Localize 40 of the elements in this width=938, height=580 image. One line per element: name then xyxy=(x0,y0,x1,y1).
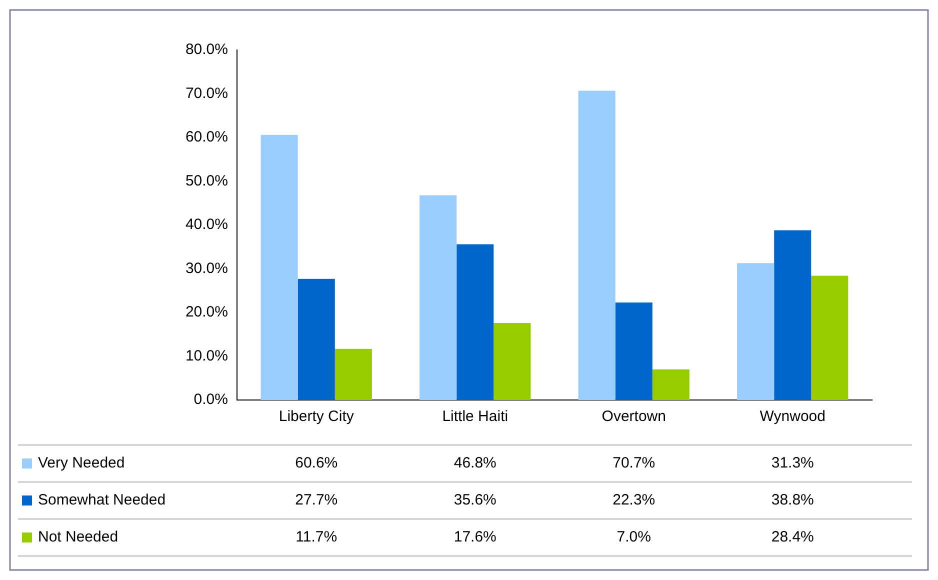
y-tick-label: 50.0% xyxy=(185,172,228,190)
data-label: 38.8% xyxy=(771,492,814,509)
bar xyxy=(737,263,774,400)
bar xyxy=(774,230,812,400)
bar xyxy=(298,278,335,400)
x-tick-label: Wynwood xyxy=(760,408,826,426)
legend-label: Not Needed xyxy=(38,528,118,546)
bar xyxy=(811,276,848,400)
data-label: 22.3% xyxy=(612,492,656,509)
data-label: 27.7% xyxy=(295,492,338,509)
data-label: 31.3% xyxy=(771,454,814,472)
y-tick-label: 40.0% xyxy=(185,216,228,234)
y-tick-label: 20.0% xyxy=(185,304,228,321)
y-tick-label: 10.0% xyxy=(185,347,228,364)
data-label: 28.4% xyxy=(771,528,814,546)
data-label: 35.6% xyxy=(454,492,496,509)
data-label: 7.0% xyxy=(616,528,651,546)
y-tick-label: 0.0% xyxy=(194,391,228,408)
bar xyxy=(615,302,652,400)
bar xyxy=(420,195,457,400)
bar xyxy=(494,323,531,400)
data-label: 60.6% xyxy=(295,454,338,472)
bar xyxy=(578,90,616,400)
bar xyxy=(456,244,494,400)
data-label: 11.7% xyxy=(296,528,338,546)
legend-label: Somewhat Needed xyxy=(38,492,166,509)
bar xyxy=(260,134,298,400)
y-tick-label: 60.0% xyxy=(185,128,228,146)
y-tick-label: 30.0% xyxy=(185,260,228,277)
x-tick-label: Little Haiti xyxy=(442,408,508,426)
data-label: 70.7% xyxy=(612,454,656,472)
y-tick-label: 80.0% xyxy=(185,41,228,58)
x-tick-label: Overtown xyxy=(602,408,666,426)
y-tick-label: 70.0% xyxy=(185,84,228,102)
data-label: 17.6% xyxy=(454,528,496,546)
legend-label: Very Needed xyxy=(38,454,125,472)
data-label: 46.8% xyxy=(454,454,496,472)
bar xyxy=(652,369,690,400)
x-tick-label: Liberty City xyxy=(278,408,354,426)
bar xyxy=(334,348,372,400)
